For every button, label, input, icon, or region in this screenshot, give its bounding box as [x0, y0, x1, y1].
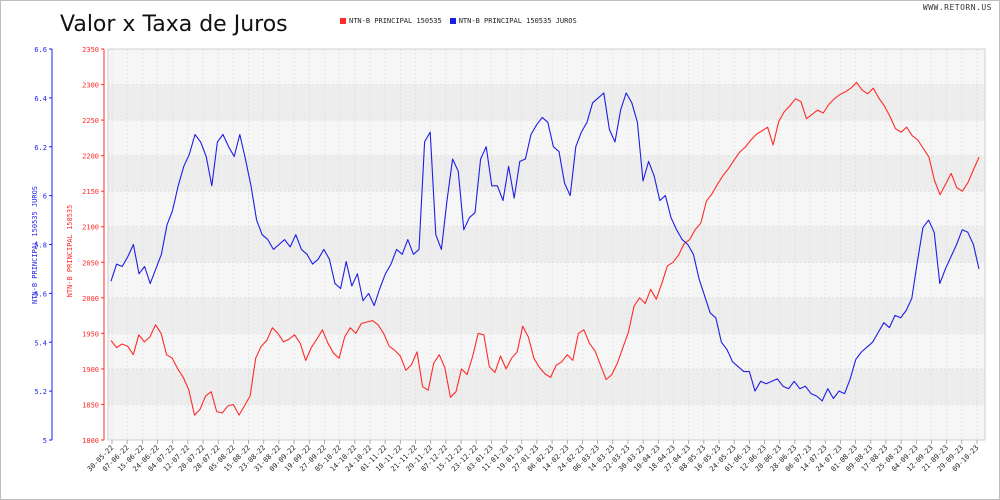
plot-area-border: [107, 48, 986, 441]
plot-band: [108, 226, 985, 263]
value-axis-title: NTN-B PRINCIPAL 150535: [66, 205, 74, 298]
plot-band: [108, 404, 985, 440]
site-watermark: WWW.RETORN.US: [922, 3, 992, 12]
series-value-line: [110, 81, 980, 416]
plot-background-bands: [107, 48, 986, 441]
value-tick-label: 2050: [82, 259, 99, 267]
plot-band: [108, 84, 985, 121]
rate-tick-label: 5.6: [34, 290, 47, 298]
plot-band: [108, 155, 985, 192]
rate-tick-label: 5.2: [34, 388, 47, 396]
value-tick-label: 2350: [82, 46, 99, 54]
rate-tick-label: 5.8: [34, 242, 47, 250]
rate-tick-label: 5: [43, 437, 47, 445]
value-tick-label: 1900: [82, 366, 99, 374]
legend-label-rate: NTN-B PRINCIPAL 150535 JUROS: [458, 17, 577, 25]
value-tick-label: 1800: [82, 437, 99, 445]
legend-swatch-rate: [449, 18, 456, 24]
value-tick-label: 2150: [82, 188, 99, 196]
value-tick-label: 2200: [82, 153, 99, 161]
legend-label-value: NTN-B PRINCIPAL 150535: [349, 17, 442, 25]
value-tick-label: 2100: [82, 224, 99, 232]
plot-band: [108, 49, 985, 85]
grid-lines: [108, 48, 985, 441]
series-lines: [110, 81, 980, 416]
rate-tick-label: 5.4: [34, 339, 47, 347]
value-tick-label: 1950: [82, 330, 99, 338]
value-tick-label: 2250: [82, 117, 99, 125]
page-title: Valor x Taxa de Juros: [60, 12, 288, 37]
legend: NTN-B PRINCIPAL 150535 NTN-B PRINCIPAL 1…: [340, 17, 577, 25]
rate-tick-label: 6.4: [34, 95, 47, 103]
value-tick-label: 1850: [82, 401, 99, 409]
legend-item-rate: NTN-B PRINCIPAL 150535 JUROS: [449, 17, 577, 25]
value-tick-label: 2000: [82, 295, 99, 303]
rate-tick-label: 6.2: [34, 144, 47, 152]
legend-item-value: NTN-B PRINCIPAL 150535: [340, 17, 442, 25]
rate-axis-title: NTN-B PRINCIPAL 150535 JUROS: [31, 186, 39, 304]
rate-tick-label: 6: [43, 193, 47, 201]
plot-band: [108, 333, 985, 369]
legend-swatch-value: [340, 18, 346, 24]
rate-tick-label: 6.6: [34, 46, 47, 54]
plot-band: [108, 191, 985, 227]
plot-band: [108, 297, 985, 334]
plot-band: [108, 262, 985, 298]
value-tick-label: 2300: [82, 82, 99, 90]
plot-band: [108, 120, 985, 156]
series-rate-line: [110, 92, 980, 402]
